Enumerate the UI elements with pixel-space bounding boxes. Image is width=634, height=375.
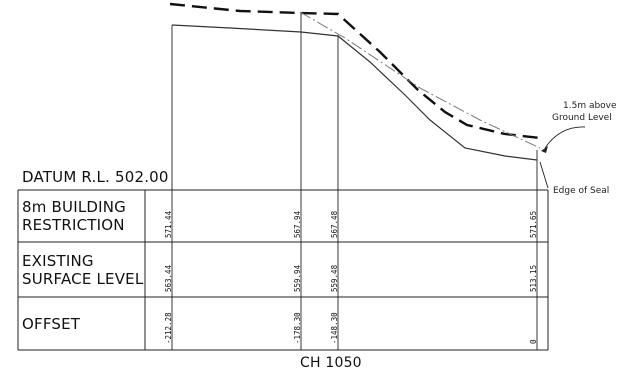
row-label-building-1: 8m BUILDING	[22, 198, 126, 216]
station-lines	[171, 12, 538, 350]
annotation-above-ground-1: 1.5m above	[563, 101, 617, 111]
edge-of-seal-leader	[539, 161, 549, 189]
value-offset-3: -148.30	[330, 312, 339, 344]
annotation-edge-of-seal: Edge of Seal	[553, 186, 610, 196]
value-surface-2: 559.94	[293, 264, 302, 292]
data-table-grid	[17, 189, 549, 351]
value-offset-1: -212.28	[164, 312, 173, 344]
row-label-surface-2: SURFACE LEVEL	[22, 270, 144, 288]
above-ground-leader	[544, 126, 586, 149]
value-building-3: 567.48	[330, 210, 339, 238]
above-ground-line	[299, 11, 541, 149]
value-surface-4: 513.15	[529, 264, 538, 292]
above-ground-leader-arrow	[541, 146, 548, 153]
value-building-1: 571.44	[164, 210, 173, 238]
row-label-offset: OFFSET	[22, 315, 81, 333]
existing-surface-line	[171, 24, 538, 161]
value-offset-4: 0	[529, 339, 538, 344]
datum-label: DATUM R.L. 502.00	[22, 168, 169, 186]
value-surface-1: 563.44	[164, 264, 173, 292]
value-offset-2: -178.30	[293, 312, 302, 344]
annotation-above-ground-2: Ground Level	[552, 113, 612, 123]
value-building-2: 567.94	[293, 210, 302, 238]
value-building-4: 571.65	[529, 210, 538, 238]
row-label-surface-1: EXISTING	[22, 252, 94, 270]
value-surface-3: 559.48	[330, 264, 339, 292]
chainage-label: CH 1050	[300, 355, 362, 371]
building-restriction-line	[169, 2, 541, 140]
row-label-building-2: RESTRICTION	[22, 216, 125, 234]
